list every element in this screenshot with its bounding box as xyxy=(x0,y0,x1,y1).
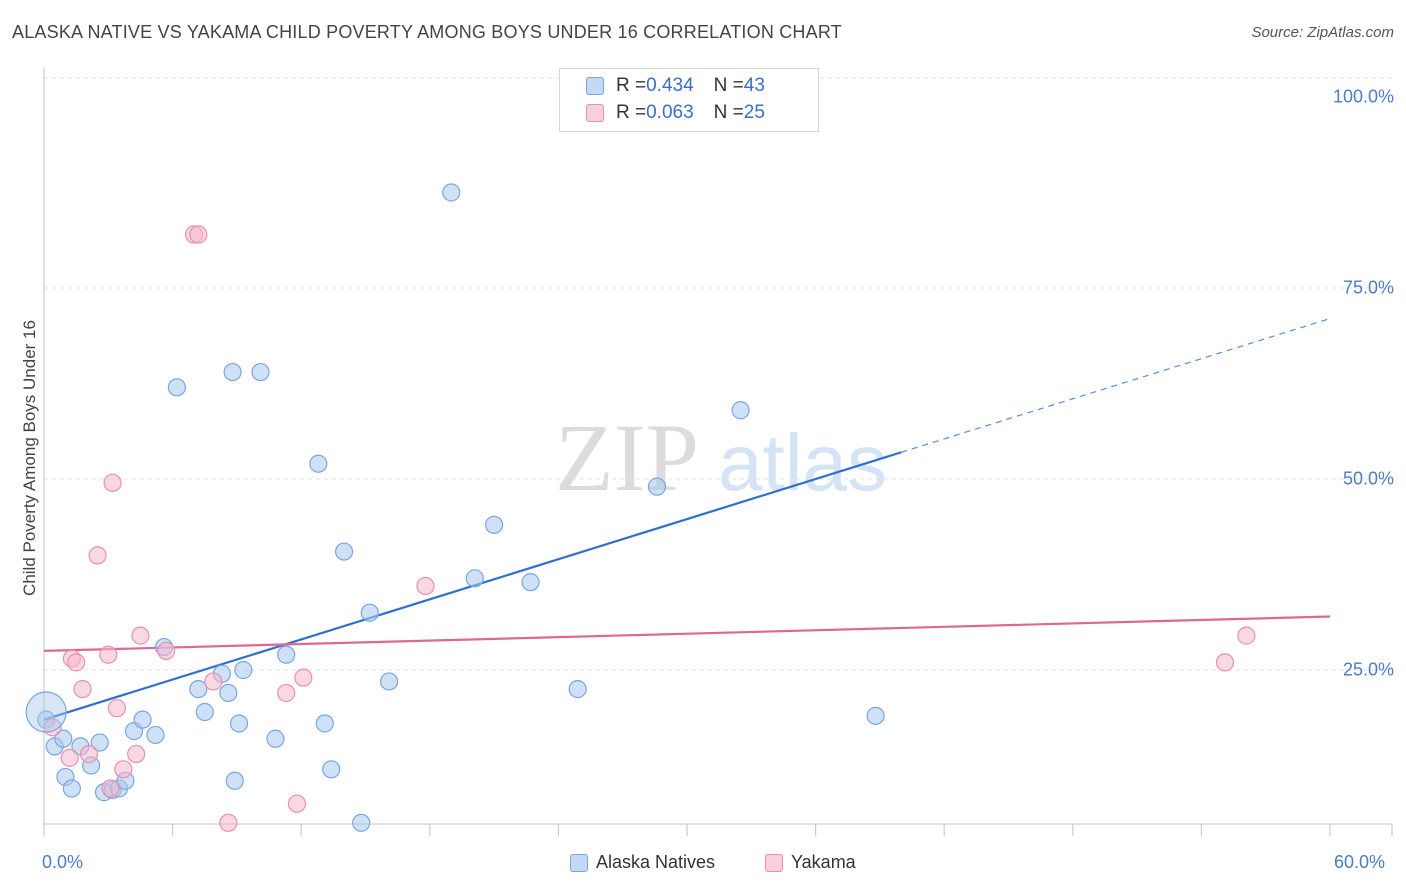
point-alaska-natives xyxy=(322,760,341,779)
x-tick-label: 60.0% xyxy=(1334,852,1386,872)
chart-title: ALASKA NATIVE VS YAKAMA CHILD POVERTY AM… xyxy=(12,22,842,42)
data-points xyxy=(25,183,1256,832)
bottom-legend-label-yakama: Yakama xyxy=(791,852,856,872)
y-tick-label: 50.0% xyxy=(1342,468,1394,489)
point-alaska-natives xyxy=(54,729,73,748)
y-tick-label: 100.0% xyxy=(1332,86,1394,107)
point-alaska-natives xyxy=(521,573,540,592)
source-label: Source: ZipAtlas.com xyxy=(1251,24,1394,41)
point-alaska-natives xyxy=(146,725,165,745)
point-alaska-natives xyxy=(62,779,81,798)
point-yakama xyxy=(99,645,118,664)
point-yakama xyxy=(67,653,86,672)
point-yakama xyxy=(294,668,313,687)
point-alaska-natives xyxy=(133,710,152,729)
point-alaska-natives xyxy=(223,362,242,382)
legend-r-label: R = xyxy=(616,75,647,96)
legend-r-label: R = xyxy=(616,102,647,123)
point-yakama xyxy=(103,473,122,492)
point-alaska-natives xyxy=(189,679,208,699)
point-yakama xyxy=(127,744,146,764)
point-alaska-natives xyxy=(360,603,379,622)
legend-n-value: 43 xyxy=(743,75,765,96)
legend-swatch-alaska xyxy=(586,77,604,95)
point-yakama xyxy=(157,641,176,661)
bottom-legend-swatch-yakama xyxy=(765,853,783,872)
point-alaska-natives xyxy=(647,477,667,496)
bottom-legend-yakama: Yakama xyxy=(765,852,856,873)
legend-row-yakama: R = 0.063 N = 25 xyxy=(586,102,765,124)
point-alaska-natives xyxy=(334,542,354,561)
stats-legend: R = 0.434 N = 43 R = 0.063 N = 25 xyxy=(559,68,819,132)
point-alaska-natives xyxy=(225,771,244,790)
point-yakama xyxy=(189,225,208,244)
bottom-legend-swatch-alaska xyxy=(570,853,588,872)
point-alaska-natives xyxy=(195,702,214,722)
point-alaska-natives xyxy=(465,569,484,588)
point-alaska-natives xyxy=(25,691,67,733)
y-tick-label: 25.0% xyxy=(1342,659,1394,680)
point-yakama xyxy=(60,748,79,767)
point-alaska-natives xyxy=(485,515,504,534)
point-yakama xyxy=(88,546,107,565)
point-alaska-natives xyxy=(352,813,371,832)
x-tick-label: 0.0% xyxy=(42,852,84,872)
trend-line-yakama xyxy=(43,615,1331,652)
point-alaska-natives xyxy=(234,660,253,680)
point-alaska-natives xyxy=(90,733,109,752)
point-yakama xyxy=(287,794,307,813)
legend-n-label: N = xyxy=(713,75,744,96)
point-yakama xyxy=(204,672,223,691)
point-alaska-natives xyxy=(442,183,461,202)
legend-r-value: 0.434 xyxy=(646,75,694,96)
bottom-legend-alaska: Alaska Natives xyxy=(570,852,715,873)
bottom-legend-label-alaska: Alaska Natives xyxy=(596,852,716,872)
legend-row-alaska: R = 0.434 N = 43 xyxy=(586,75,765,97)
point-alaska-natives xyxy=(251,362,270,382)
point-yakama xyxy=(219,813,238,832)
point-yakama xyxy=(107,699,126,718)
legend-swatch-yakama xyxy=(586,104,604,122)
point-yakama xyxy=(114,760,133,779)
watermark-atlas: atlas xyxy=(718,418,887,507)
point-alaska-natives xyxy=(315,714,334,733)
point-yakama xyxy=(79,744,99,764)
point-alaska-natives xyxy=(219,683,238,703)
point-yakama xyxy=(277,683,296,703)
point-alaska-natives xyxy=(266,729,285,748)
trend-line-alaska-natives-extension xyxy=(901,317,1331,453)
watermark-zip: ZIP xyxy=(555,404,699,511)
axes xyxy=(43,68,1393,836)
legend-n-value: 25 xyxy=(743,102,765,123)
point-alaska-natives xyxy=(568,679,587,699)
point-yakama xyxy=(131,626,150,645)
point-yakama xyxy=(416,576,435,596)
point-yakama xyxy=(101,779,120,798)
legend-n-label: N = xyxy=(713,102,744,123)
point-alaska-natives xyxy=(277,645,296,664)
point-alaska-natives xyxy=(731,401,750,420)
point-alaska-natives xyxy=(866,706,885,725)
point-yakama xyxy=(1215,653,1235,672)
point-alaska-natives xyxy=(167,378,186,397)
y-tick-label: 75.0% xyxy=(1342,277,1394,298)
point-alaska-natives xyxy=(229,714,249,733)
point-yakama xyxy=(73,679,92,699)
point-alaska-natives xyxy=(379,672,399,691)
grid-lines xyxy=(44,77,1392,671)
point-alaska-natives xyxy=(309,454,328,473)
legend-r-value: 0.063 xyxy=(646,102,694,123)
point-yakama xyxy=(1237,626,1256,645)
